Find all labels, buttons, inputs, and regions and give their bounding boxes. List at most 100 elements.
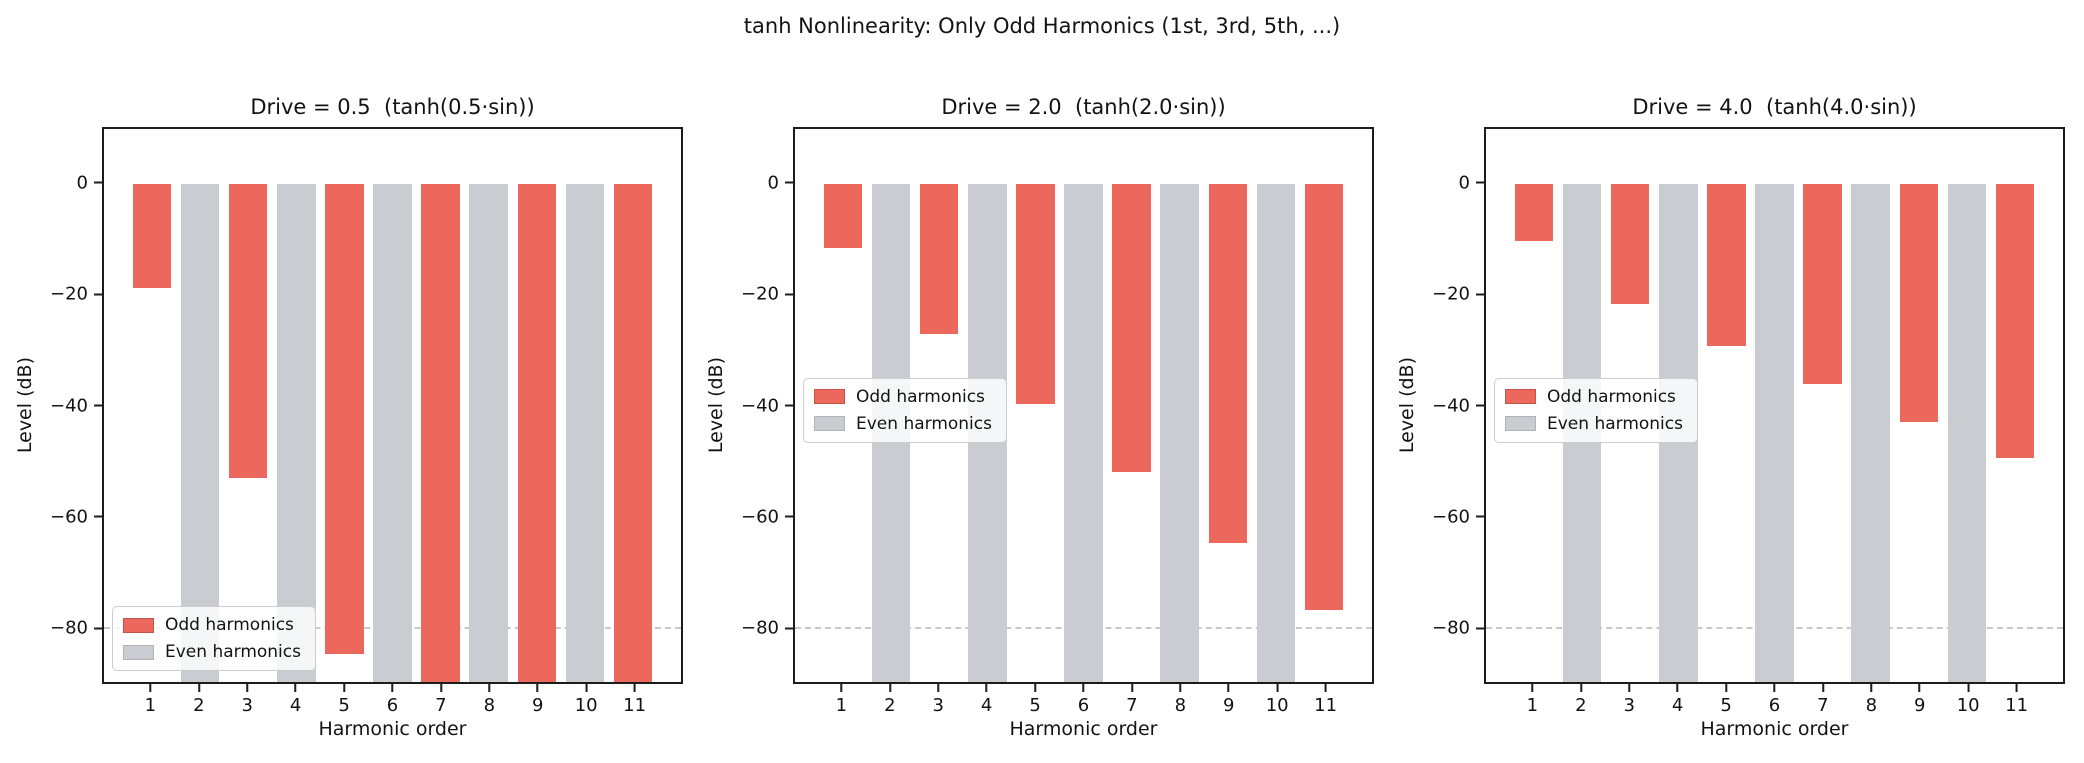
y-tick--80: −80 <box>741 618 793 639</box>
x-tick-label: 4 <box>1671 695 1684 716</box>
y-tick-0: 0 <box>768 172 793 193</box>
x-tick-label: 2 <box>1575 695 1587 716</box>
x-tick-9: 9 <box>532 684 543 716</box>
x-tick-label: 10 <box>1265 695 1289 716</box>
x-tick-5: 5 <box>338 684 350 716</box>
legend-even-swatch <box>1505 416 1536 432</box>
x-tick-mark <box>1870 684 1873 692</box>
x-tick-label: 10 <box>1956 695 1980 716</box>
x-tick-7: 7 <box>1126 684 1138 716</box>
x-tick-label: 9 <box>532 695 544 716</box>
x-tick-7: 7 <box>435 684 447 716</box>
x-tick-mark <box>246 684 249 692</box>
y-tick-mark <box>1476 515 1484 518</box>
x-tick-11: 11 <box>623 684 646 716</box>
x-tick-mark <box>1628 684 1631 692</box>
x-tick-mark <box>1276 684 1279 692</box>
y-axis-label: Level (dB) <box>705 357 727 454</box>
bar-h10-even <box>565 184 605 682</box>
bar-h7-odd <box>1803 184 1842 385</box>
y-tick--80: −80 <box>1432 618 1484 639</box>
y-tick-mark <box>1476 181 1484 184</box>
x-tick-mark <box>1725 684 1728 692</box>
y-axis-label-cell: Level (dB) <box>701 127 731 684</box>
y-tick-label: −60 <box>1432 506 1470 528</box>
x-tick-label: 5 <box>338 695 350 716</box>
x-axis-ticks: 1 2 3 4 5 6 7 8 9 10 11 <box>1484 684 2065 718</box>
x-tick-10: 10 <box>1957 684 1980 716</box>
x-tick-mark <box>888 684 891 692</box>
x-tick-label: 4 <box>289 695 302 716</box>
x-tick-4: 4 <box>981 684 992 716</box>
legend-odd-label: Odd harmonics <box>165 615 294 635</box>
y-tick-mark <box>785 293 793 296</box>
bar-h8-even <box>1160 184 1199 682</box>
y-tick-label: −40 <box>741 395 779 416</box>
x-tick-label: 3 <box>932 695 944 716</box>
bar-h1-odd <box>1514 184 1554 242</box>
legend: Odd harmonics Even harmonics <box>1494 377 1698 443</box>
y-tick-label: 0 <box>767 172 779 194</box>
x-tick-mark <box>1918 684 1921 692</box>
y-tick-label: −20 <box>1432 283 1470 305</box>
x-tick-2: 2 <box>884 684 896 716</box>
bar-h6-even <box>373 184 412 682</box>
x-tick-1: 1 <box>1527 684 1538 716</box>
x-tick-label: 11 <box>2005 695 2029 716</box>
x-tick-mark <box>937 684 940 692</box>
x-tick-6: 6 <box>387 684 398 716</box>
y-tick-label: −80 <box>50 617 88 639</box>
y-tick--20: −20 <box>50 284 102 305</box>
bar-h9-odd <box>1899 184 1938 422</box>
y-axis-ticks: 0 −20 −40 −60 −80 <box>40 127 102 684</box>
x-tick-label: 11 <box>623 695 647 716</box>
y-tick--60: −60 <box>1432 506 1484 527</box>
y-tick-label: −20 <box>50 283 88 305</box>
legend-item-even: Even harmonics <box>123 642 301 662</box>
x-tick-10: 10 <box>575 684 598 716</box>
bar-h9-odd <box>517 184 556 682</box>
y-tick-label: 0 <box>76 172 88 194</box>
y-tick--60: −60 <box>741 506 793 527</box>
x-tick-mark <box>1082 684 1085 692</box>
bar-h8-even <box>1851 184 1890 682</box>
y-tick-mark <box>1476 627 1484 630</box>
y-axis-label-cell: Level (dB) <box>10 127 40 684</box>
bar-h1-odd <box>823 184 863 248</box>
y-tick--20: −20 <box>1432 284 1484 305</box>
x-tick-1: 1 <box>145 684 156 716</box>
x-tick-mark <box>1773 684 1776 692</box>
x-tick-mark <box>488 684 491 692</box>
x-tick-mark <box>294 684 297 692</box>
y-tick-label: −80 <box>1432 617 1470 639</box>
y-tick-mark <box>1476 293 1484 296</box>
x-axis-label: Harmonic order <box>1009 718 1158 740</box>
x-tick-2: 2 <box>193 684 205 716</box>
y-tick-mark <box>785 515 793 518</box>
bar-h5-odd <box>1707 184 1746 347</box>
x-tick-mark <box>1821 684 1824 692</box>
y-axis-label: Level (dB) <box>14 357 36 454</box>
legend-even-label: Even harmonics <box>856 413 992 434</box>
x-axis-label: Harmonic order <box>318 718 467 740</box>
legend-odd-swatch <box>123 617 154 633</box>
x-tick-label: 11 <box>1314 695 1338 716</box>
x-tick-mark <box>2015 684 2018 692</box>
y-tick--60: −60 <box>50 506 102 527</box>
y-tick-mark <box>94 627 102 630</box>
x-tick-7: 7 <box>1817 684 1829 716</box>
legend-even-swatch <box>814 416 845 432</box>
x-tick-9: 9 <box>1223 684 1234 716</box>
subplot-title: Drive = 2.0 (tanh(2.0·sin)) <box>941 95 1226 119</box>
x-tick-mark <box>1179 684 1182 692</box>
y-tick-0: 0 <box>77 172 102 193</box>
x-tick-1: 1 <box>836 684 847 716</box>
x-tick-mark <box>197 684 200 692</box>
x-tick-label: 6 <box>1077 695 1090 716</box>
x-tick-mark <box>149 684 152 692</box>
subplot-title: Drive = 0.5 (tanh(0.5·sin)) <box>250 95 535 119</box>
bar-h5-odd <box>325 184 364 655</box>
subplot-drive-2-0: Drive = 2.0 (tanh(2.0·sin)) Level (dB) 0… <box>701 80 1374 746</box>
y-tick--40: −40 <box>1432 395 1484 416</box>
